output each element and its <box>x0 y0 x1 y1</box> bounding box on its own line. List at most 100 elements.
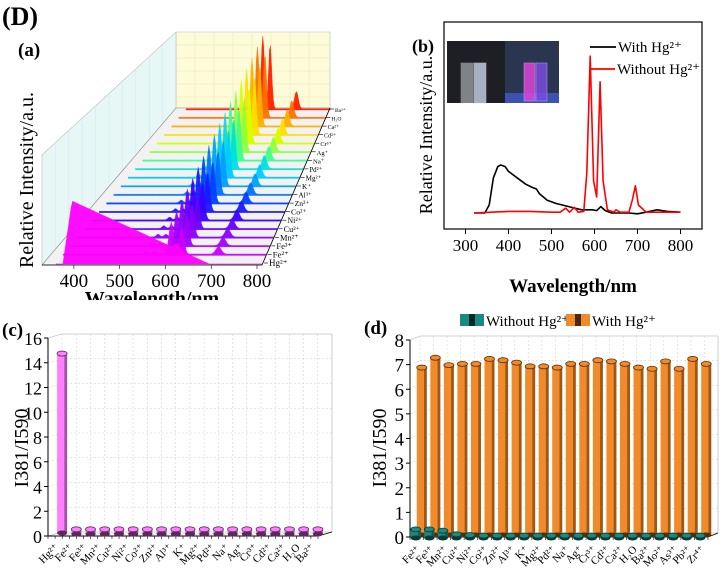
bar-with-3 <box>457 360 468 538</box>
bar-without-8 <box>518 532 530 541</box>
y-tick-label: 5 <box>395 405 405 426</box>
series-line-1 <box>474 55 681 214</box>
bar-top <box>416 364 428 371</box>
bar-base <box>57 530 68 536</box>
bar-with-16 <box>633 364 644 538</box>
bar-top <box>429 354 441 361</box>
bar-with-0 <box>416 364 428 538</box>
bar-base <box>241 531 252 537</box>
bar-with-9 <box>538 363 550 538</box>
bar-body <box>511 362 522 535</box>
bar-top <box>518 532 530 539</box>
x-tick-label: 600 <box>582 236 608 255</box>
x-tick-label: 500 <box>105 271 134 292</box>
bar-with-20 <box>687 356 699 538</box>
bar-top <box>99 526 111 533</box>
bar-without-9 <box>532 532 544 541</box>
bar-shade <box>532 366 536 535</box>
bar-body <box>410 529 421 538</box>
panel-b-label: (b) <box>412 36 434 56</box>
x-axis-title: Wavelength/nm <box>509 276 637 297</box>
bar-with-14 <box>606 358 617 538</box>
bar-top <box>85 526 96 533</box>
bar-top <box>694 532 706 539</box>
bar-base <box>85 531 96 537</box>
bar-top <box>606 358 617 365</box>
bar-top <box>545 532 557 539</box>
bar-shade <box>418 529 421 538</box>
bar-top <box>600 532 611 539</box>
bar-body <box>701 363 712 535</box>
bar-shade <box>431 529 435 538</box>
bar-base <box>142 531 153 537</box>
bar-without-0 <box>410 526 422 541</box>
bar-with-6 <box>497 357 509 538</box>
bar-top <box>673 365 685 372</box>
bar-without-19 <box>667 532 679 541</box>
y-tick-label: 16 <box>24 329 42 349</box>
bar-with-10 <box>551 364 563 538</box>
bar-base <box>410 535 421 541</box>
bar-top <box>437 527 449 534</box>
bar-body <box>416 367 427 535</box>
bar-top <box>198 526 210 533</box>
depth-label: Ba²⁺ <box>335 108 346 114</box>
y-tick-label: 8 <box>33 428 42 448</box>
bar-base <box>156 531 167 537</box>
bar-top <box>667 532 679 539</box>
bar-12 <box>227 526 239 537</box>
y-tick-label: 0 <box>33 527 42 547</box>
bar-7 <box>156 526 167 537</box>
bar-shade <box>627 363 630 535</box>
bar-with-4 <box>470 360 482 538</box>
panel-d-chart: 012345678Fe²⁺Fe³⁺Mn²⁺Cu²⁺Ni²⁺Co²⁺Zn²⁺Al³… <box>369 314 719 569</box>
bar-with-21 <box>700 360 712 538</box>
bar-body <box>437 530 448 538</box>
bar-without-21 <box>694 532 706 541</box>
y-tick-label: 0 <box>395 528 405 549</box>
bar-body <box>579 363 590 535</box>
bar-top <box>505 532 516 539</box>
bar-with-17 <box>646 365 658 538</box>
bar-2 <box>85 526 96 537</box>
bar-body <box>647 368 658 535</box>
grid-line <box>47 333 63 339</box>
bar-top <box>551 364 563 371</box>
y-tick-label: 7 <box>395 356 405 377</box>
bar-top <box>491 532 503 539</box>
bar-body <box>552 367 563 535</box>
bar-shade <box>464 363 468 535</box>
x-tick-label: 500 <box>539 236 565 255</box>
bar-18 <box>312 526 324 537</box>
bar-base <box>424 535 435 541</box>
bar-top <box>619 360 631 367</box>
bar-shade <box>478 363 481 535</box>
bar-shade <box>545 366 549 535</box>
bar-with-12 <box>578 360 590 538</box>
depth-label: Co²⁺ <box>291 208 307 217</box>
bar-base <box>312 531 323 537</box>
bar-with-1 <box>429 354 441 538</box>
bar-top <box>443 362 455 368</box>
bar-without-1 <box>423 526 435 541</box>
bar-with-19 <box>673 365 685 538</box>
bar-top <box>127 526 139 533</box>
x-tick-label: 800 <box>243 271 272 292</box>
bar-top <box>457 360 468 367</box>
depth-label: Fe³⁺ <box>276 241 292 251</box>
bar-body <box>424 529 435 538</box>
bar-1 <box>70 526 82 537</box>
bar-base <box>298 531 309 537</box>
cuvette-2 <box>473 62 487 104</box>
bar-10 <box>198 526 210 537</box>
depth-label: Mn²⁺ <box>280 233 299 242</box>
bar-top <box>627 532 638 539</box>
grid-line <box>409 360 421 365</box>
bar-body <box>470 363 481 535</box>
bar-body <box>498 360 509 535</box>
bar-body <box>430 357 441 535</box>
bar-with-7 <box>511 359 522 538</box>
x-tick-label: 700 <box>625 236 651 255</box>
bar-top <box>633 364 644 371</box>
bar-5 <box>127 526 139 537</box>
